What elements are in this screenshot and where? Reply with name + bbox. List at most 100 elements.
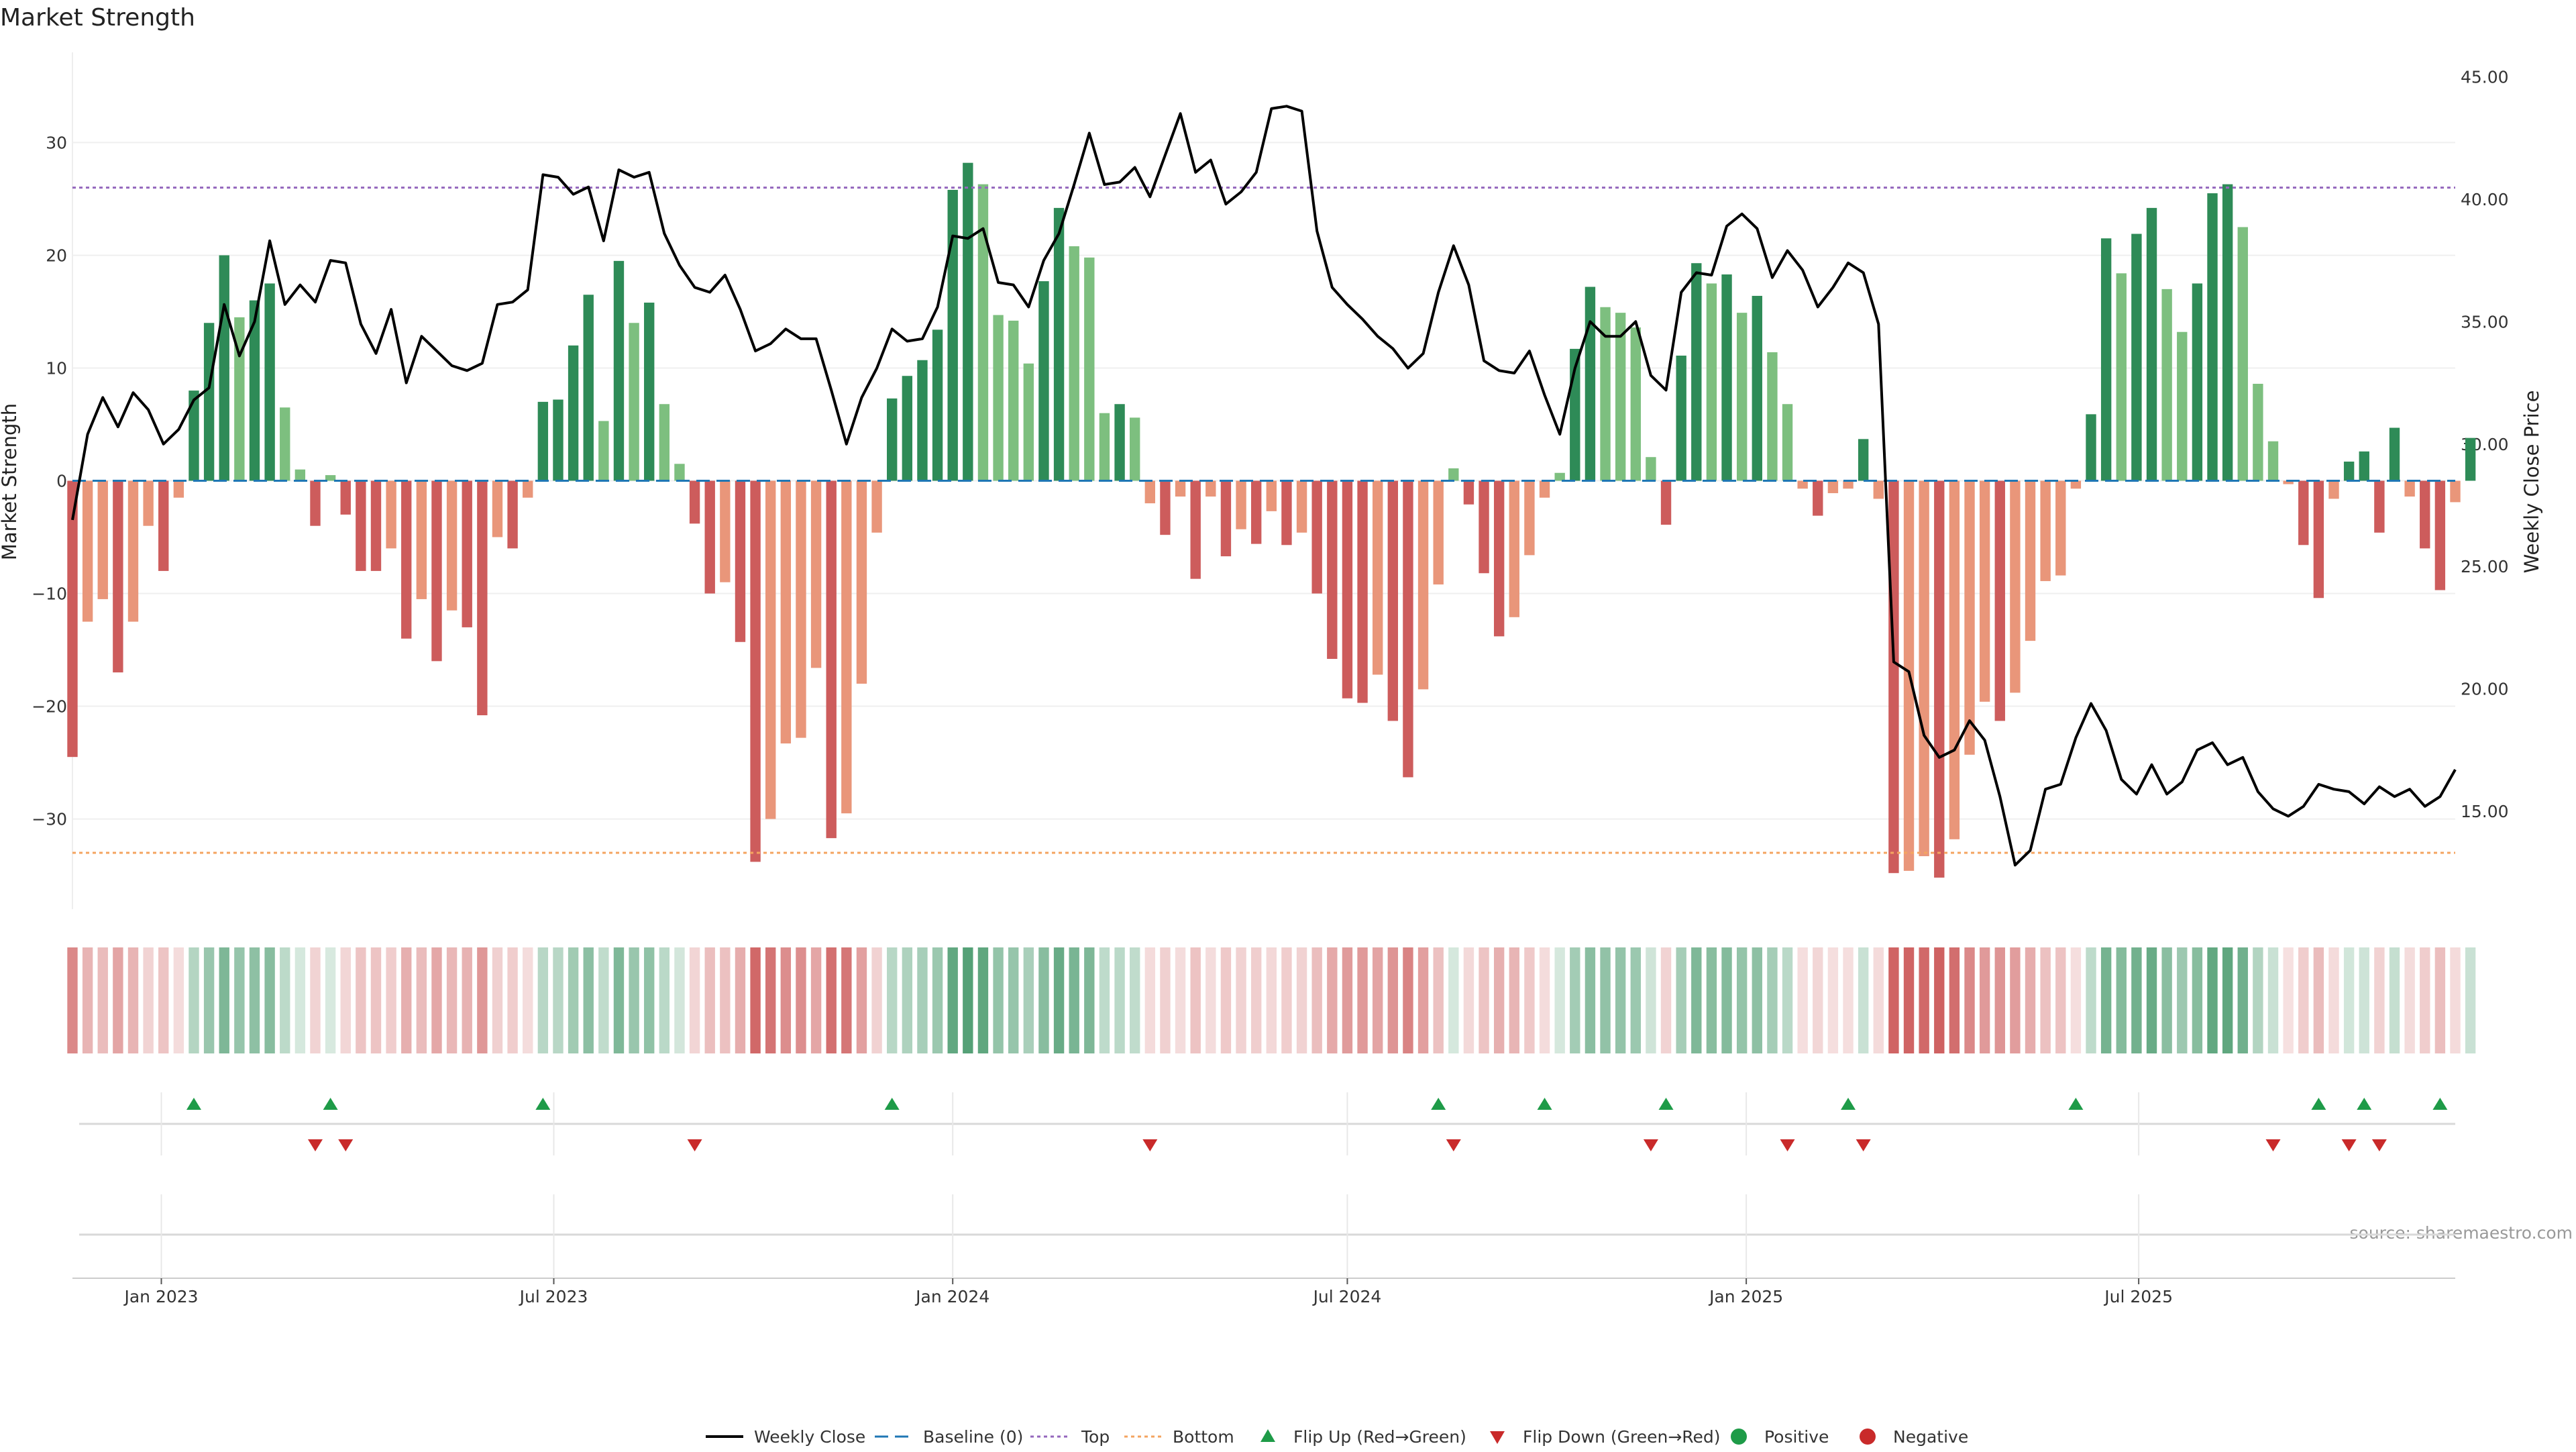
heat-cell (1752, 947, 1762, 1053)
strength-bar (1327, 480, 1338, 659)
strength-bar (1236, 480, 1246, 529)
flip-down-marker (1780, 1139, 1795, 1151)
heat-cell (2207, 947, 2218, 1053)
heat-cell (249, 947, 260, 1053)
flip-down-marker (1446, 1139, 1461, 1151)
strength-bar (203, 323, 215, 481)
strength-bar (977, 184, 989, 481)
heat-cell (67, 947, 78, 1053)
strength-bar (492, 480, 503, 537)
flip-down-marker (2371, 1139, 2387, 1151)
left-tick-label: −10 (32, 584, 67, 604)
heat-cell (553, 947, 564, 1053)
heat-cell (1570, 947, 1580, 1053)
heat-cell (113, 947, 123, 1053)
strength-bar (386, 480, 396, 549)
strength-bar (917, 360, 928, 481)
weekly-close-line (71, 105, 2457, 867)
strength-bar (689, 480, 700, 524)
strength-bar (2434, 480, 2446, 590)
heat-cell (1387, 947, 1398, 1053)
strength-bar (2283, 480, 2294, 484)
heat-cell (356, 947, 366, 1053)
heat-cell (1205, 947, 1216, 1053)
strength-bar (97, 480, 108, 599)
left-axis-title: Market Strength (0, 403, 21, 560)
strength-bar (2055, 480, 2066, 576)
legend-label: Weekly Close (754, 1427, 865, 1447)
strength-bar (219, 255, 229, 481)
heat-cell (613, 947, 625, 1053)
strength-bar (1919, 480, 1929, 857)
strength-bar (568, 345, 579, 481)
heat-cell (993, 947, 1004, 1053)
strength-bar (1175, 480, 1186, 497)
strength-bar (1873, 480, 1884, 499)
heat-cell (1053, 947, 1065, 1053)
strength-bar (370, 480, 382, 571)
strength-bar (1357, 480, 1368, 703)
x-tick-label: Jan 2023 (123, 1287, 198, 1306)
x-tick-label: Jul 2024 (1312, 1287, 1382, 1306)
strength-bar (1479, 480, 1489, 574)
heat-cell (386, 947, 396, 1053)
strength-bar (947, 189, 958, 481)
right-tick-label: 40.00 (2461, 190, 2509, 209)
heat-cell (203, 947, 215, 1053)
strength-bar (1266, 480, 1277, 511)
chart-title: Market Strength (0, 4, 195, 32)
heat-cell (143, 947, 154, 1053)
strength-bar (553, 399, 564, 481)
heat-cell (1069, 947, 1079, 1053)
heat-cell (1600, 947, 1611, 1053)
strength-bar (2131, 234, 2142, 481)
strength-bar (1190, 480, 1201, 579)
flip-up-marker (1431, 1098, 1446, 1110)
strength-bar (1964, 480, 1975, 755)
heat-cell (704, 947, 715, 1053)
heat-cell (2192, 947, 2203, 1053)
strength-bar (810, 480, 822, 668)
heat-cell (796, 947, 806, 1053)
heat-cell (1585, 947, 1596, 1053)
strength-bar (1994, 480, 2005, 721)
strength-bar (1630, 327, 1641, 481)
heat-cell (1949, 947, 1960, 1053)
strength-bar (1417, 480, 1429, 690)
left-tick-label: 20 (46, 246, 67, 265)
heat-cell (583, 947, 594, 1053)
strength-bar (735, 480, 746, 642)
heat-cell (1144, 947, 1156, 1053)
strength-bar (2404, 480, 2415, 497)
flip-up-marker (2432, 1098, 2448, 1110)
legend: Weekly Close Baseline (0) Top Bottom Flip Up… (706, 1427, 1968, 1447)
strength-bar (1646, 457, 1656, 481)
heat-cell (2359, 947, 2369, 1053)
strength-bar (280, 407, 290, 481)
strength-bar (2313, 480, 2324, 599)
strength-bar (1053, 207, 1065, 481)
heat-cell (2267, 947, 2279, 1053)
strength-bar (67, 480, 78, 758)
heat-cell (310, 947, 321, 1053)
right-tick-label: 25.00 (2461, 557, 2509, 576)
strength-bar (1949, 480, 1960, 839)
heat-cell (2070, 947, 2082, 1053)
strength-bar (173, 480, 184, 498)
strength-bar (1296, 480, 1307, 533)
heat-cell (2100, 947, 2112, 1053)
strength-bar (780, 480, 792, 744)
heat-cell (462, 947, 472, 1053)
heat-cell (1433, 947, 1444, 1053)
strength-bar (1372, 480, 1383, 675)
strength-bar (583, 295, 594, 481)
heat-cell (173, 947, 184, 1053)
heat-cell (1038, 947, 1049, 1053)
strength-bar (113, 480, 123, 673)
strength-bar (2222, 184, 2233, 481)
x-tick-label: Jan 2024 (914, 1287, 989, 1306)
left-tick-label: 0 (56, 472, 67, 491)
heat-cell (1919, 947, 1929, 1053)
heat-cell (158, 947, 169, 1053)
